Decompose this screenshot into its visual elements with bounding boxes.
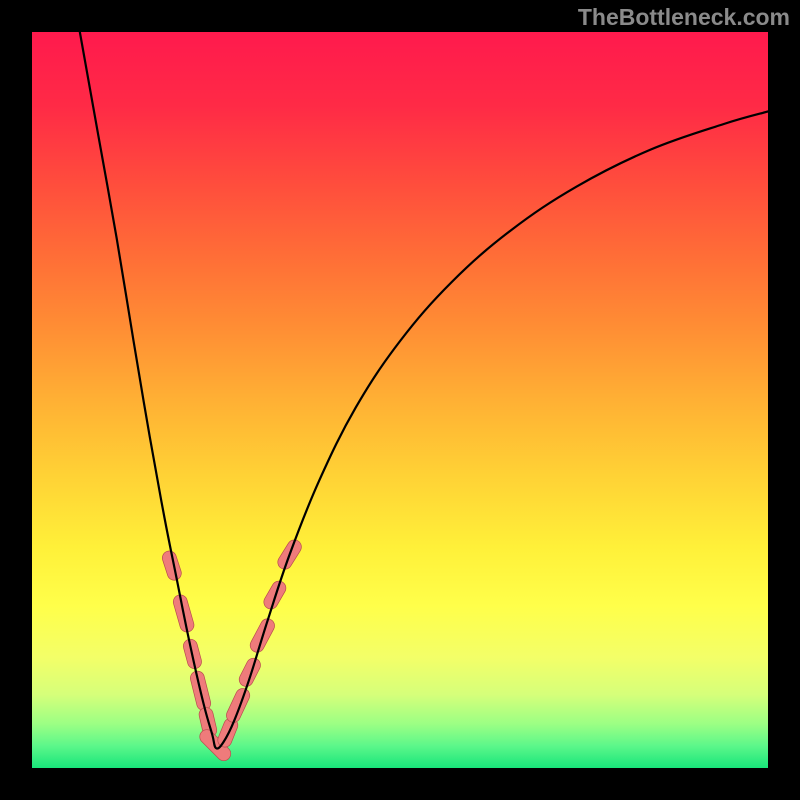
chart-frame: TheBottleneck.com <box>0 0 800 800</box>
attribution-label: TheBottleneck.com <box>578 4 790 31</box>
bottleneck-curve <box>80 32 768 749</box>
curve-layer <box>32 32 768 768</box>
plot-area <box>32 32 768 768</box>
markers-group <box>161 537 304 763</box>
curve-marker <box>224 686 252 725</box>
curve-marker <box>237 656 263 689</box>
